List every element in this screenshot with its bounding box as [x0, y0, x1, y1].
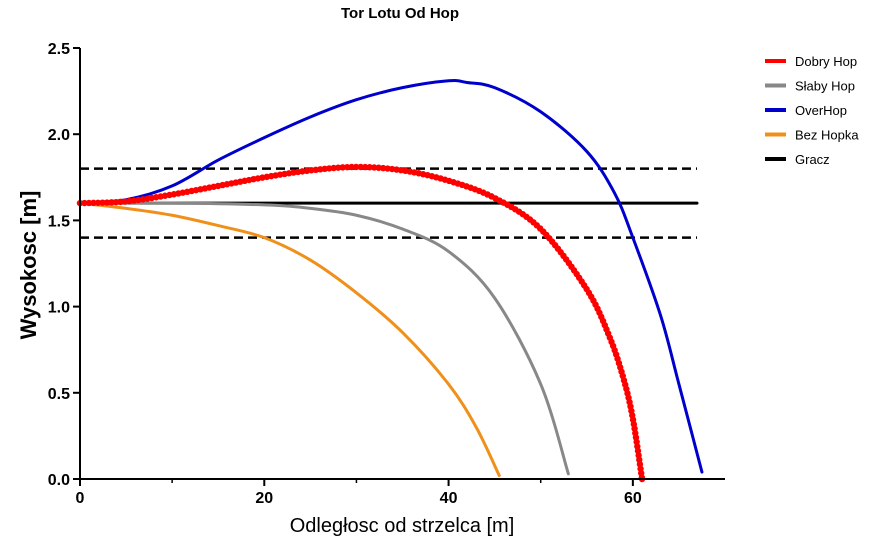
y-tick-label: 0.0: [48, 472, 70, 489]
chart-title: Tor Lotu Od Hop: [341, 5, 459, 22]
y-tick-label: 2.0: [48, 127, 70, 144]
plot-area: [76, 79, 704, 483]
y-tick-label: 1.5: [48, 213, 70, 230]
x-tick-label: 20: [255, 490, 273, 507]
data-point: [90, 199, 97, 207]
data-point: [94, 199, 102, 206]
data-point: [339, 164, 346, 171]
legend-label-dobry-hop: Dobry Hop: [795, 54, 857, 69]
series-markers-dobry-hop: [76, 163, 646, 483]
data-point: [99, 199, 106, 206]
y-axis-title: Wysokosc [m]: [16, 191, 41, 340]
series-line-bez-hopka: [78, 201, 501, 478]
data-point: [343, 163, 351, 171]
y-tick-label: 1.0: [48, 300, 70, 317]
data-point: [348, 163, 355, 171]
x-axis-title: Odległosc od strzelca [m]: [290, 515, 515, 537]
legend: Dobry Hop Słaby Hop OverHop Bez Hopka Gracz: [765, 54, 859, 167]
y-tick-label: 2.5: [48, 41, 70, 58]
series-line-s-aby-hop: [78, 201, 570, 476]
x-ticks: 0 20 40 60: [76, 479, 642, 507]
data-point: [352, 163, 360, 171]
data-point: [366, 164, 373, 171]
series-line-overhop: [78, 79, 704, 474]
data-point: [357, 163, 364, 171]
axes: 0 20 40 60 0.0 0.5 1.0 1.5 2.0 2.5: [48, 41, 725, 507]
data-point: [81, 199, 88, 207]
data-point: [108, 199, 115, 206]
legend-label-s-aby-hop: Słaby Hop: [795, 79, 855, 94]
data-point: [103, 199, 111, 206]
data-point: [85, 199, 93, 207]
data-point: [361, 163, 369, 171]
legend-label-bez-hopka: Bez Hopka: [795, 128, 859, 143]
x-tick-label: 40: [440, 490, 458, 507]
y-tick-label: 0.5: [48, 386, 70, 403]
x-tick-label: 60: [624, 490, 642, 507]
y-ticks: 0.0 0.5 1.0 1.5 2.0 2.5: [48, 41, 80, 489]
legend-label-gracz: Gracz: [795, 152, 830, 167]
x-tick-label: 0: [76, 490, 85, 507]
legend-label-overhop: OverHop: [795, 103, 847, 118]
